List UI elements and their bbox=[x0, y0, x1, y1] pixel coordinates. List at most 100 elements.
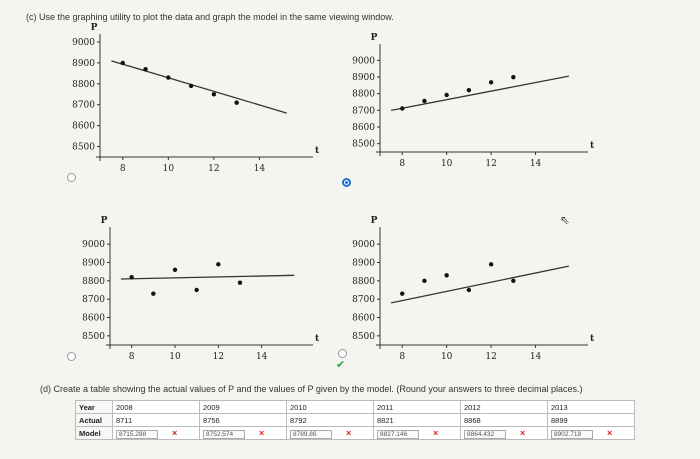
y-tick-label: 8600 bbox=[352, 314, 375, 324]
data-point bbox=[234, 100, 239, 105]
model-cell: 8789.86 × bbox=[286, 426, 374, 440]
data-point bbox=[129, 274, 134, 280]
data-point bbox=[511, 74, 516, 80]
y-tick-label: 8900 bbox=[352, 259, 375, 269]
x-tick-label: 10 bbox=[441, 352, 453, 362]
x-axis-label: t bbox=[315, 334, 320, 344]
x-axis-label: t bbox=[590, 334, 595, 344]
x-tick-label: 14 bbox=[530, 352, 542, 362]
incorrect-x-icon: × bbox=[433, 427, 439, 438]
x-axis-label: t bbox=[590, 141, 595, 151]
model-answer-input[interactable]: 8902.718 bbox=[551, 429, 593, 439]
radio-option-b[interactable] bbox=[342, 178, 351, 187]
actual-cell: 8711 bbox=[112, 413, 200, 427]
data-point bbox=[466, 287, 472, 293]
y-tick-label: 8700 bbox=[82, 295, 105, 305]
year-cell: 2009 bbox=[199, 400, 287, 414]
data-point bbox=[488, 262, 494, 267]
y-tick-label: 8900 bbox=[72, 59, 95, 69]
actual-cell: 8821 bbox=[373, 413, 461, 427]
incorrect-x-icon: × bbox=[172, 427, 178, 438]
y-tick-label: 8600 bbox=[72, 122, 95, 132]
data-point bbox=[422, 278, 427, 284]
model-cell: 8864.432 × bbox=[460, 426, 548, 440]
mouse-cursor-icon: ⇖ bbox=[560, 213, 571, 227]
data-point bbox=[400, 106, 405, 111]
data-point bbox=[488, 80, 494, 85]
model-line bbox=[120, 274, 295, 280]
model-cell: 8752.574 × bbox=[199, 426, 287, 440]
data-point bbox=[211, 92, 217, 97]
actual-cell: 8792 bbox=[286, 413, 374, 427]
data-point bbox=[120, 60, 125, 66]
data-point bbox=[151, 291, 156, 296]
y-tick-label: 8500 bbox=[82, 332, 105, 342]
part-c-instructions: (c) Use the graphing utility to plot the… bbox=[26, 12, 394, 22]
y-tick-label: 8800 bbox=[352, 277, 375, 287]
actual-cell: 8756 bbox=[199, 413, 287, 427]
model-answer-input[interactable]: 8715.288 bbox=[116, 429, 158, 439]
model-answer-input[interactable]: 8827.146 bbox=[377, 429, 419, 439]
x-tick-label: 8 bbox=[399, 159, 405, 169]
x-tick-label: 10 bbox=[441, 159, 453, 169]
y-axis-label: P bbox=[91, 23, 98, 33]
model-answer-input[interactable]: 8864.432 bbox=[464, 429, 506, 439]
y-tick-label: 8700 bbox=[352, 106, 375, 116]
model-answer-input[interactable]: 8752.574 bbox=[203, 429, 245, 439]
year-cell: 2008 bbox=[112, 400, 200, 414]
y-tick-label: 8900 bbox=[82, 259, 105, 269]
graph-option-b: Pt 9000 8900 8800 8700 8600 8500 8 10 12 14 bbox=[352, 33, 595, 169]
radio-option-d[interactable] bbox=[338, 349, 347, 358]
x-tick-label: 8 bbox=[399, 352, 405, 362]
row-label-year: Year bbox=[75, 400, 113, 414]
data-point bbox=[400, 291, 405, 296]
x-tick-label: 8 bbox=[120, 164, 126, 174]
y-tick-label: 9000 bbox=[72, 38, 95, 48]
model-answer-input[interactable]: 8789.86 bbox=[290, 429, 332, 439]
incorrect-x-icon: × bbox=[520, 427, 526, 438]
model-line bbox=[390, 75, 570, 111]
radio-option-c[interactable] bbox=[67, 352, 76, 361]
x-tick-label: 12 bbox=[208, 164, 219, 174]
data-point bbox=[444, 273, 449, 278]
x-tick-label: 10 bbox=[163, 164, 175, 174]
data-point bbox=[143, 66, 148, 72]
year-cell: 2013 bbox=[547, 400, 635, 414]
model-cell: 8902.718 × bbox=[547, 426, 635, 440]
x-tick-label: 12 bbox=[485, 159, 496, 169]
data-point bbox=[444, 92, 449, 98]
table-row-year: Year 2008 2009 2010 2011 2012 2013 bbox=[75, 400, 635, 414]
y-tick-label: 8600 bbox=[82, 314, 105, 324]
model-line bbox=[390, 265, 570, 304]
graph-option-d: Pt 9000 8900 8800 8700 8600 8500 8 10 12 14 bbox=[352, 216, 595, 362]
table-row-model: Model 8715.288 × 8752.574 × 8789.86 × 8827.… bbox=[75, 426, 635, 440]
graph-option-c: Pt 9000 8900 8800 8700 8600 8500 8 10 12 14 bbox=[82, 216, 320, 362]
row-label-model: Model bbox=[75, 426, 113, 440]
model-line bbox=[111, 60, 287, 114]
actual-cell: 8899 bbox=[547, 413, 635, 427]
y-tick-label: 8500 bbox=[352, 140, 375, 150]
incorrect-x-icon: × bbox=[607, 427, 613, 438]
y-tick-label: 8700 bbox=[352, 295, 375, 305]
data-point bbox=[466, 87, 472, 93]
y-tick-label: 8800 bbox=[72, 80, 95, 90]
data-point bbox=[188, 83, 194, 89]
x-tick-label: 8 bbox=[129, 352, 135, 362]
incorrect-x-icon: × bbox=[259, 427, 265, 438]
y-tick-label: 9000 bbox=[352, 56, 375, 66]
y-tick-label: 9000 bbox=[82, 240, 105, 250]
year-cell: 2011 bbox=[373, 400, 461, 414]
radio-option-a[interactable] bbox=[67, 173, 76, 182]
y-tick-label: 8900 bbox=[352, 73, 375, 83]
data-point bbox=[511, 278, 516, 284]
data-point bbox=[172, 267, 178, 273]
y-axis-label: P bbox=[371, 216, 378, 226]
y-axis-label: P bbox=[371, 33, 378, 43]
data-point bbox=[216, 262, 221, 267]
actual-cell: 8868 bbox=[460, 413, 548, 427]
y-tick-label: 9000 bbox=[352, 240, 375, 250]
year-cell: 2012 bbox=[460, 400, 548, 414]
part-d-instructions: (d) Create a table showing the actual va… bbox=[40, 384, 583, 394]
y-tick-label: 8800 bbox=[352, 90, 375, 100]
model-cell: 8827.146 × bbox=[373, 426, 461, 440]
